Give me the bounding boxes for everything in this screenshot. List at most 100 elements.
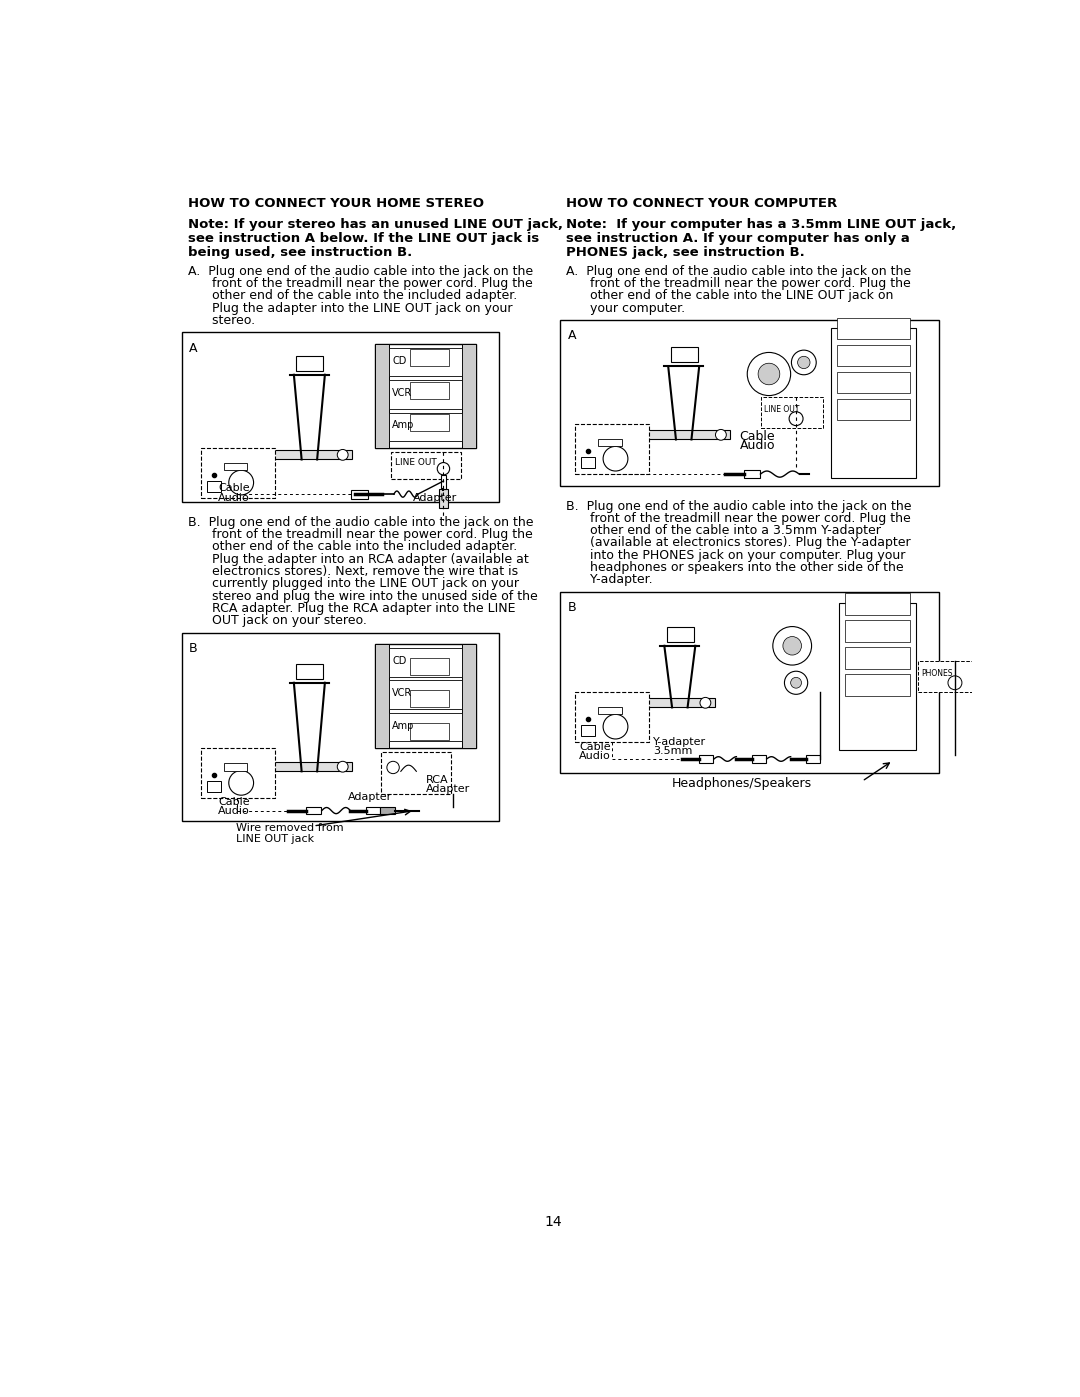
Text: Headphones/Speakers: Headphones/Speakers — [672, 777, 812, 789]
Text: front of the treadmill near the power cord. Plug the: front of the treadmill near the power co… — [188, 528, 532, 541]
Bar — [201, 749, 274, 798]
Circle shape — [783, 637, 801, 655]
Bar — [391, 451, 460, 479]
Bar — [296, 355, 323, 372]
Bar — [581, 457, 595, 468]
Text: Amp: Amp — [392, 420, 415, 430]
Circle shape — [337, 450, 348, 460]
Text: Cable: Cable — [740, 430, 775, 443]
Text: RCA: RCA — [426, 775, 448, 785]
Circle shape — [241, 764, 246, 770]
Bar — [389, 680, 462, 708]
Bar — [671, 346, 698, 362]
Text: 14: 14 — [544, 1215, 563, 1229]
Bar — [438, 489, 448, 509]
Text: VCR: VCR — [392, 689, 413, 698]
Text: other end of the cable into the LINE OUT jack on: other end of the cable into the LINE OUT… — [566, 289, 893, 302]
Text: your computer.: your computer. — [566, 302, 685, 314]
Text: being used, see instruction B.: being used, see instruction B. — [188, 246, 411, 260]
Polygon shape — [579, 430, 730, 440]
Text: RCA adapter. Plug the RCA adapter into the LINE: RCA adapter. Plug the RCA adapter into t… — [188, 602, 515, 615]
Polygon shape — [205, 450, 352, 460]
Bar — [699, 756, 713, 763]
Circle shape — [615, 700, 621, 705]
Bar — [441, 475, 446, 489]
Bar — [389, 380, 462, 409]
Text: see instruction A below. If the LINE OUT jack is: see instruction A below. If the LINE OUT… — [188, 232, 539, 246]
Circle shape — [583, 429, 594, 440]
Text: front of the treadmill near the power cord. Plug the: front of the treadmill near the power co… — [566, 277, 910, 291]
Bar — [845, 647, 910, 669]
Text: PHONES: PHONES — [921, 669, 954, 678]
Text: Cable: Cable — [218, 796, 249, 806]
Bar — [207, 781, 221, 792]
Text: Amp: Amp — [392, 721, 415, 731]
Text: VCR: VCR — [392, 388, 413, 398]
Bar — [375, 644, 476, 749]
Bar — [410, 414, 449, 432]
Bar — [761, 397, 823, 427]
Bar — [181, 332, 499, 502]
Bar — [845, 620, 910, 643]
Bar — [351, 489, 368, 499]
Bar — [389, 712, 462, 742]
Circle shape — [747, 352, 791, 395]
Circle shape — [773, 627, 811, 665]
Text: Note:  If your computer has a 3.5mm LINE OUT jack,: Note: If your computer has a 3.5mm LINE … — [566, 218, 956, 232]
Bar — [366, 806, 380, 814]
Text: Cable: Cable — [218, 483, 249, 493]
Text: stereo and plug the wire into the unused side of the: stereo and plug the wire into the unused… — [188, 590, 538, 602]
Circle shape — [758, 363, 780, 384]
Text: Y-adapter.: Y-adapter. — [566, 573, 652, 587]
Bar — [666, 627, 693, 643]
Circle shape — [948, 676, 962, 690]
Bar — [225, 462, 247, 471]
Text: Audio: Audio — [740, 440, 775, 453]
Bar — [380, 806, 395, 814]
Bar — [831, 328, 916, 478]
Bar — [837, 317, 910, 339]
Circle shape — [437, 462, 449, 475]
Bar — [752, 756, 766, 763]
Text: other end of the cable into the included adapter.: other end of the cable into the included… — [188, 289, 517, 302]
Bar — [381, 752, 451, 795]
Bar — [744, 471, 759, 478]
Bar — [559, 320, 940, 486]
Text: Cable: Cable — [579, 742, 610, 752]
Text: Audio: Audio — [579, 752, 611, 761]
Text: front of the treadmill near the power cord. Plug the: front of the treadmill near the power co… — [188, 277, 532, 291]
Bar — [201, 448, 274, 497]
Bar — [375, 644, 389, 749]
Circle shape — [208, 450, 219, 460]
Text: A: A — [567, 330, 576, 342]
Bar — [207, 481, 221, 492]
Polygon shape — [579, 698, 715, 707]
Bar — [306, 806, 321, 814]
Text: Adapter: Adapter — [426, 784, 470, 795]
Text: B: B — [567, 601, 576, 615]
Text: Adapter: Adapter — [413, 493, 457, 503]
Bar — [837, 398, 910, 420]
Circle shape — [387, 761, 400, 774]
Bar — [410, 349, 449, 366]
Bar — [375, 344, 389, 448]
Circle shape — [715, 429, 727, 440]
Bar — [410, 690, 449, 707]
Bar — [410, 658, 449, 675]
Bar — [462, 344, 476, 448]
Text: LINE OUT: LINE OUT — [394, 458, 436, 467]
Text: B: B — [189, 643, 198, 655]
Text: see instruction A. If your computer has only a: see instruction A. If your computer has … — [566, 232, 909, 246]
Circle shape — [337, 761, 348, 773]
Text: currently plugged into the LINE OUT jack on your: currently plugged into the LINE OUT jack… — [188, 577, 518, 591]
Bar — [389, 648, 462, 676]
Text: stereo.: stereo. — [188, 314, 255, 327]
Text: OUT jack on your stereo.: OUT jack on your stereo. — [188, 615, 366, 627]
Bar — [581, 725, 595, 736]
Bar — [389, 412, 462, 441]
Text: headphones or speakers into the other side of the: headphones or speakers into the other si… — [566, 562, 904, 574]
Circle shape — [603, 714, 627, 739]
Bar — [576, 425, 649, 474]
Circle shape — [784, 671, 808, 694]
Text: CD: CD — [392, 655, 407, 666]
